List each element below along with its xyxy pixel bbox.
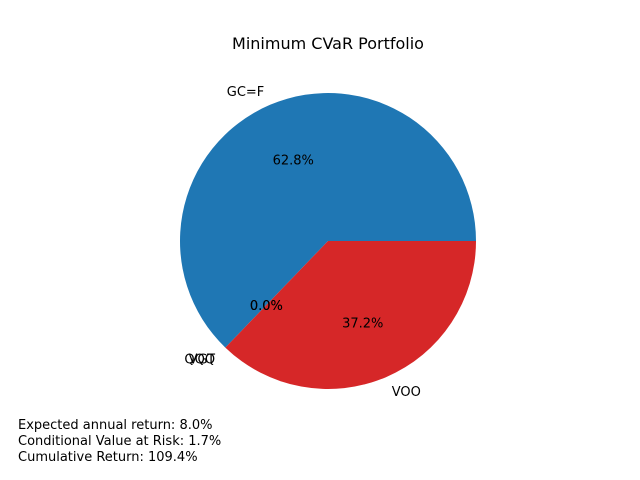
slice-label-voo: VOO bbox=[392, 385, 421, 400]
slice-label-vgt: VGT bbox=[189, 352, 216, 367]
cumulative-return-text: Cumulative Return: 109.4% bbox=[18, 450, 198, 465]
slice-pct-gc-f: 62.8% bbox=[273, 153, 314, 168]
expected-return-text: Expected annual return: 8.0% bbox=[18, 418, 213, 433]
portfolio-stats: Expected annual return: 8.0% Conditional… bbox=[18, 418, 221, 466]
slice-pct-qqq: 0.0% bbox=[250, 299, 283, 314]
pie-slice-voo bbox=[225, 241, 476, 390]
slice-label-qqq: QQQ bbox=[184, 352, 215, 367]
slice-pct-voo: 37.2% bbox=[342, 317, 383, 332]
chart-title: Minimum CVaR Portfolio bbox=[232, 34, 424, 53]
cvar-text: Conditional Value at Risk: 1.7% bbox=[18, 434, 222, 449]
slice-pct-vgt: 0.0% bbox=[250, 299, 283, 314]
slice-label-gc-f: GC=F bbox=[227, 85, 265, 100]
pie-slice-gc-f bbox=[179, 93, 476, 348]
